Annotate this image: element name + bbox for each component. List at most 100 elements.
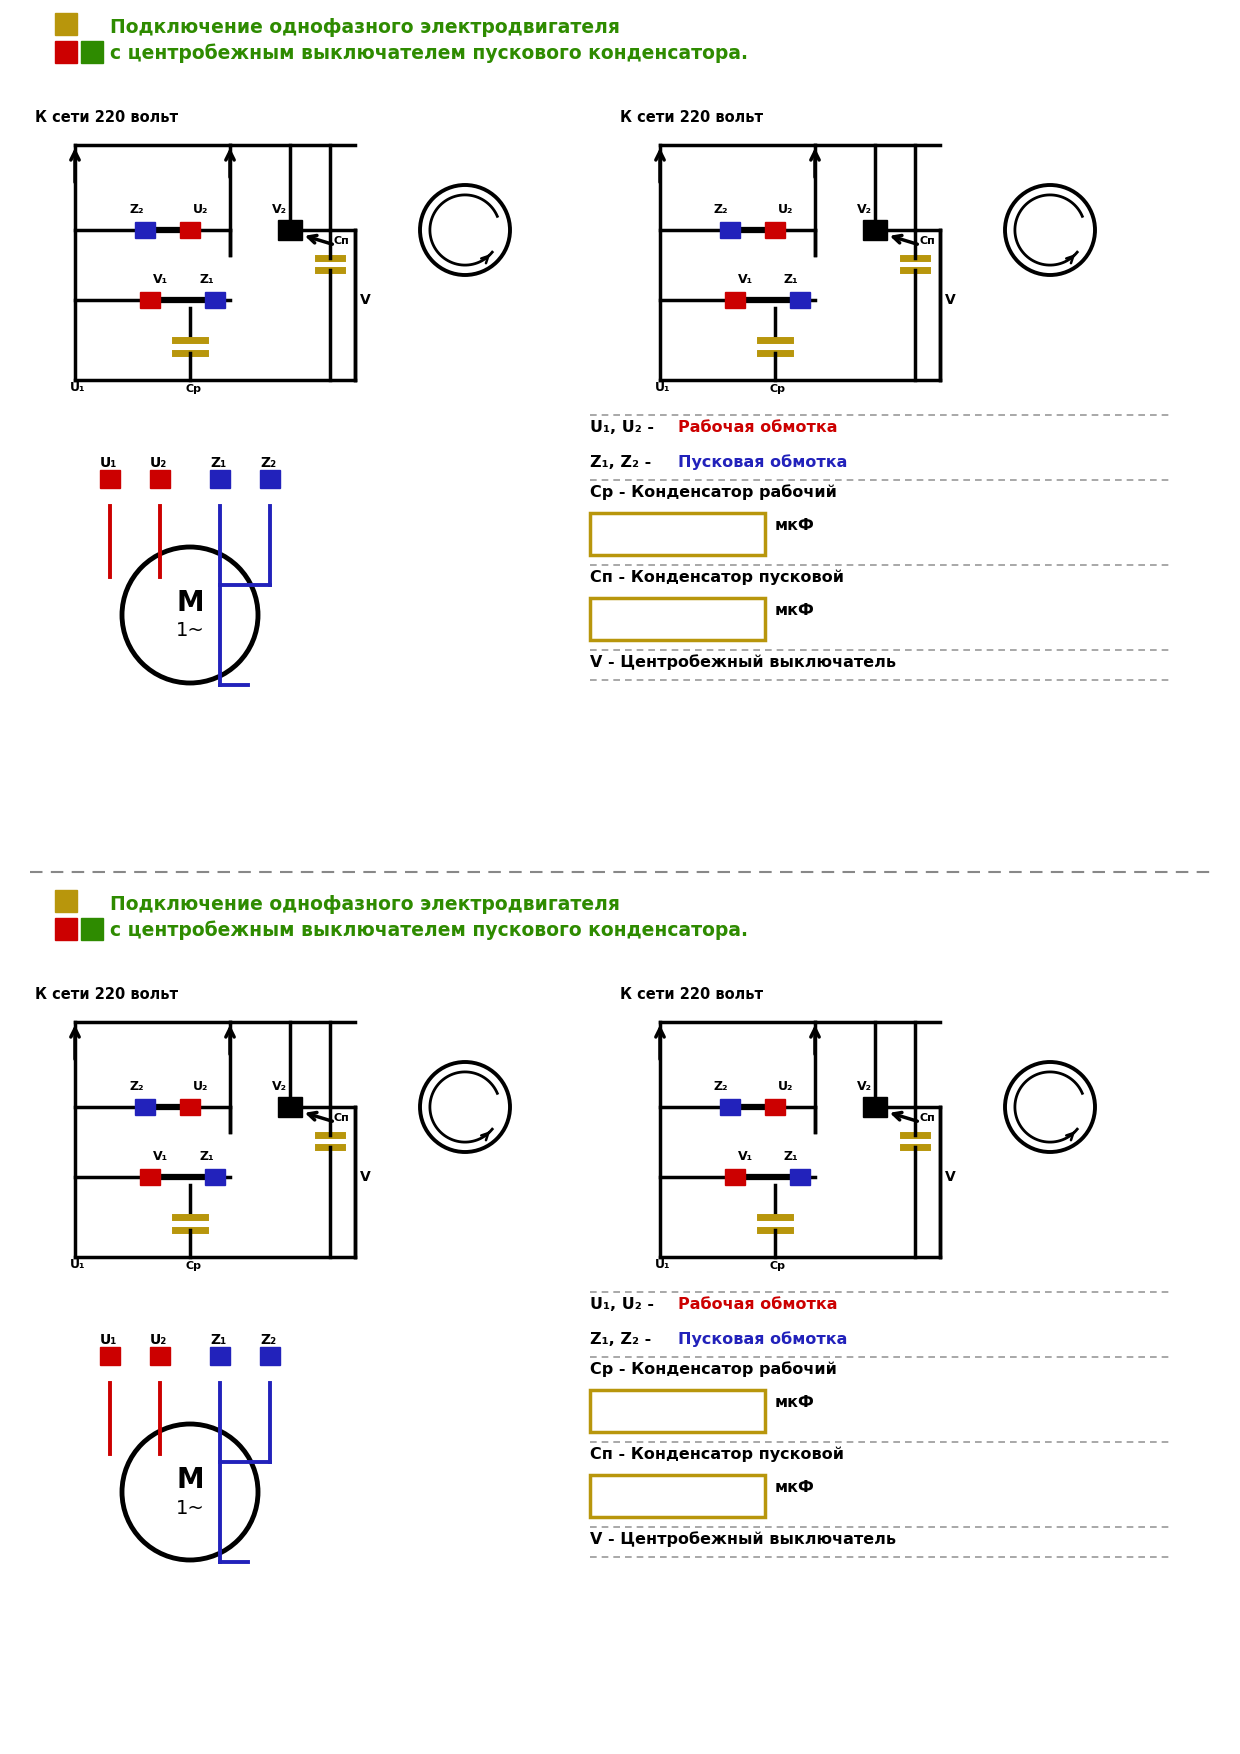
Bar xyxy=(180,1100,200,1116)
Text: Z₁: Z₁ xyxy=(198,1151,213,1163)
Bar xyxy=(590,1475,765,1517)
Bar xyxy=(81,917,103,940)
Text: U₁: U₁ xyxy=(655,381,671,395)
Text: M: M xyxy=(176,589,203,617)
Bar xyxy=(150,470,170,488)
Text: Z₂: Z₂ xyxy=(129,203,144,216)
Text: V: V xyxy=(945,1170,956,1184)
Text: V₂: V₂ xyxy=(272,203,286,216)
Text: U₂: U₂ xyxy=(777,203,794,216)
Text: V₁: V₁ xyxy=(738,274,753,286)
Text: V₂: V₂ xyxy=(272,1080,286,1093)
Text: Cр: Cр xyxy=(185,384,201,395)
Bar xyxy=(260,1347,280,1365)
Bar xyxy=(278,219,303,240)
Text: Cр: Cр xyxy=(770,1261,786,1272)
Text: Ср - Конденсатор рабочий: Ср - Конденсатор рабочий xyxy=(590,484,837,500)
Text: V - Центробежный выключатель: V - Центробежный выключатель xyxy=(590,1531,897,1547)
Bar xyxy=(210,470,229,488)
Bar xyxy=(55,40,77,63)
Text: Подключение однофазного электродвигателя: Подключение однофазного электродвигателя xyxy=(110,18,620,37)
Bar xyxy=(210,1347,229,1365)
Text: V₁: V₁ xyxy=(738,1151,753,1163)
Text: с центробежным выключателем пускового конденсатора.: с центробежным выключателем пускового ко… xyxy=(110,921,748,940)
Bar xyxy=(720,223,740,239)
Text: U₂: U₂ xyxy=(777,1080,794,1093)
Bar xyxy=(765,1100,785,1116)
Text: Z₂: Z₂ xyxy=(714,1080,729,1093)
Text: U₁: U₁ xyxy=(100,1333,118,1347)
Text: Z₁: Z₁ xyxy=(210,1333,226,1347)
Text: Рабочая обмотка: Рабочая обмотка xyxy=(678,419,837,435)
Text: U₁: U₁ xyxy=(69,381,86,395)
Text: К сети 220 вольт: К сети 220 вольт xyxy=(620,988,763,1002)
Text: 1~: 1~ xyxy=(176,621,205,640)
Bar xyxy=(725,1168,745,1186)
Bar xyxy=(863,1096,887,1117)
Text: U₂: U₂ xyxy=(150,1333,167,1347)
Text: Сп - Конденсатор пусковой: Сп - Конденсатор пусковой xyxy=(590,570,844,586)
Text: Cп: Cп xyxy=(919,1114,935,1123)
Bar xyxy=(55,12,77,35)
Text: V: V xyxy=(945,293,956,307)
Bar xyxy=(55,917,77,940)
Text: Cп: Cп xyxy=(334,1114,350,1123)
Text: 1~: 1~ xyxy=(176,1498,205,1517)
Text: Рабочая обмотка: Рабочая обмотка xyxy=(678,1296,837,1312)
Text: Z₁, Z₂ -: Z₁, Z₂ - xyxy=(590,1331,657,1347)
Text: мкФ: мкФ xyxy=(775,1480,815,1494)
Text: Cр: Cр xyxy=(770,384,786,395)
Text: Z₁: Z₁ xyxy=(210,456,226,470)
Bar xyxy=(590,512,765,554)
Text: с центробежным выключателем пускового конденсатора.: с центробежным выключателем пускового ко… xyxy=(110,44,748,63)
Bar xyxy=(100,470,120,488)
Bar xyxy=(765,223,785,239)
Bar xyxy=(135,1100,155,1116)
Text: V₁: V₁ xyxy=(153,1151,169,1163)
Bar xyxy=(790,291,810,309)
Bar xyxy=(590,598,765,640)
Text: Cр: Cр xyxy=(185,1261,201,1272)
Text: мкФ: мкФ xyxy=(775,517,815,533)
Bar xyxy=(180,223,200,239)
Bar xyxy=(55,889,77,912)
Bar xyxy=(720,1100,740,1116)
Text: U₂: U₂ xyxy=(193,203,208,216)
Bar xyxy=(150,1347,170,1365)
Bar xyxy=(863,219,887,240)
Bar xyxy=(205,291,224,309)
Text: V₁: V₁ xyxy=(153,274,169,286)
Text: M: M xyxy=(176,1466,203,1494)
Text: Пусковая обмотка: Пусковая обмотка xyxy=(678,454,847,470)
Text: Пусковая обмотка: Пусковая обмотка xyxy=(678,1331,847,1347)
Text: Z₁: Z₁ xyxy=(784,274,799,286)
Text: Z₂: Z₂ xyxy=(129,1080,144,1093)
Text: V: V xyxy=(360,1170,371,1184)
Text: U₁, U₂ -: U₁, U₂ - xyxy=(590,419,660,435)
Text: U₁: U₁ xyxy=(100,456,118,470)
Text: мкФ: мкФ xyxy=(775,1394,815,1410)
Text: U₁: U₁ xyxy=(655,1258,671,1272)
Bar xyxy=(140,291,160,309)
Bar xyxy=(81,40,103,63)
Bar xyxy=(135,223,155,239)
Text: U₂: U₂ xyxy=(150,456,167,470)
Bar xyxy=(725,291,745,309)
Bar xyxy=(260,470,280,488)
Text: Ср - Конденсатор рабочий: Ср - Конденсатор рабочий xyxy=(590,1361,837,1377)
Bar xyxy=(278,1096,303,1117)
Bar xyxy=(205,1168,224,1186)
Text: Z₂: Z₂ xyxy=(714,203,729,216)
Text: К сети 220 вольт: К сети 220 вольт xyxy=(35,111,179,125)
Text: V: V xyxy=(360,293,371,307)
Bar xyxy=(140,1168,160,1186)
Text: U₁: U₁ xyxy=(69,1258,86,1272)
Text: V - Центробежный выключатель: V - Центробежный выключатель xyxy=(590,654,897,670)
Text: U₁, U₂ -: U₁, U₂ - xyxy=(590,1296,660,1312)
Text: V₂: V₂ xyxy=(857,203,872,216)
Text: Cп: Cп xyxy=(334,237,350,246)
Text: Z₂: Z₂ xyxy=(260,456,277,470)
Text: Сп - Конденсатор пусковой: Сп - Конденсатор пусковой xyxy=(590,1447,844,1463)
Text: Z₁, Z₂ -: Z₁, Z₂ - xyxy=(590,454,657,470)
Text: Z₁: Z₁ xyxy=(198,274,213,286)
